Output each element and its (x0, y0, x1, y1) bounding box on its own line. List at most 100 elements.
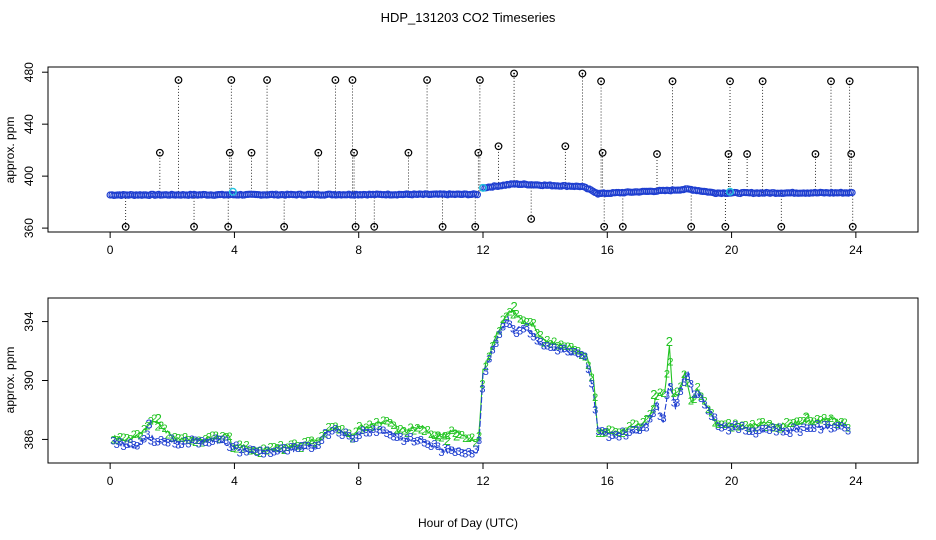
series-2-point: 2 (654, 391, 660, 403)
series-2-point: 2 (674, 386, 680, 398)
series-3-point: 3 (555, 346, 561, 358)
series-3-point: 3 (428, 441, 434, 453)
series-3-point: 3 (455, 446, 461, 458)
spike-marker-center (227, 225, 230, 228)
y-tick-label: 400 (22, 166, 36, 186)
spike-marker (811, 150, 820, 158)
series-3-point: 3 (394, 432, 400, 444)
point-annotation: 2 (434, 428, 441, 443)
series-3-point: 3 (541, 341, 547, 353)
series-3-point: 3 (514, 328, 520, 340)
series-3-point: 3 (250, 445, 256, 457)
series-2-point: 2 (322, 428, 328, 440)
series-3-point: 3 (811, 423, 817, 435)
series-3-point: 3 (561, 343, 567, 355)
series-2-point: 2 (619, 428, 625, 440)
series-3-point: 3 (760, 424, 766, 436)
series-2-point: 2 (141, 424, 147, 436)
series-3-point: 3 (131, 439, 137, 451)
series-3-point: 3 (223, 435, 229, 447)
series-2-point: 2 (541, 337, 547, 349)
series-3-point: 3 (158, 435, 164, 447)
series-2-point: 2 (493, 334, 499, 346)
series-3-point: 3 (319, 435, 325, 447)
series-2-point: 2 (175, 432, 181, 444)
spike-marker (121, 222, 130, 231)
series-3-point: 3 (206, 437, 212, 449)
series-2-point: 2 (401, 426, 407, 438)
series-3-point: 3 (787, 428, 793, 440)
top-spike-markers (121, 69, 857, 231)
series-2-point: 2 (250, 445, 256, 457)
series-2-point: 2 (155, 422, 161, 434)
series-2-point: 2 (507, 307, 513, 319)
series-3-point: 3 (551, 342, 557, 354)
series-3-point: 3 (151, 437, 157, 449)
series-2-point: 2 (312, 438, 318, 450)
series-3-point: 3 (281, 443, 287, 455)
series-3-point: 3 (469, 448, 475, 460)
series-2-point: 2 (578, 350, 584, 362)
spike-marker-center (441, 225, 444, 228)
series-3-point: 3 (493, 338, 499, 350)
spike-marker-center (228, 151, 231, 154)
series-2-point: 2 (531, 318, 537, 330)
series-2-point: 2 (425, 425, 431, 437)
series-3-point: 3 (326, 430, 332, 442)
series-2-point: 2 (787, 418, 793, 430)
point-annotation: 3 (145, 417, 152, 432)
series-2-point: 2 (643, 414, 649, 426)
series-2-point: 2 (192, 437, 198, 449)
series-3-point: 3 (698, 393, 704, 405)
series-2-point: 2 (794, 416, 800, 428)
series-2-point: 2 (332, 421, 338, 433)
series-2-point: 2 (466, 433, 472, 445)
x-tick-label: 24 (849, 474, 863, 488)
series-2-point: 2 (688, 395, 694, 407)
series-3-point: 3 (199, 436, 205, 448)
series-2-point: 2 (209, 430, 215, 442)
baseline-point (581, 183, 590, 191)
series-2-point: 2 (384, 416, 390, 428)
series-3-point: 3 (746, 426, 752, 438)
series-3-point: 3 (592, 404, 598, 416)
x-tick-label: 8 (355, 243, 362, 257)
point-annotation: 2 (155, 411, 162, 426)
series-2-point: 2 (356, 421, 362, 433)
series-3-point: 3 (459, 448, 465, 460)
series-3-point: 3 (838, 420, 844, 432)
series-3-point: 3 (712, 412, 718, 424)
series-3-point: 3 (288, 441, 294, 453)
spike-marker-center (478, 79, 481, 81)
series-3-point: 3 (110, 436, 116, 448)
y-tick-label: 360 (22, 218, 36, 238)
series-2-point: 2 (572, 344, 578, 356)
series-3-point: 3 (431, 439, 437, 451)
series-2-point: 2 (254, 446, 260, 458)
series-3-point: 3 (390, 432, 396, 444)
point-annotation: 2 (444, 433, 451, 448)
series-2-point: 2 (606, 424, 612, 436)
series-3-point: 3 (794, 423, 800, 435)
series-2-point: 2 (825, 417, 831, 429)
series-3-point: 3 (384, 428, 390, 440)
series-3-point: 3 (818, 424, 824, 436)
series-2-point: 2 (821, 412, 827, 424)
series-3-point: 3 (534, 335, 540, 347)
series-3-point: 3 (684, 371, 690, 383)
spike-marker-center (656, 153, 658, 155)
series-2-point: 2 (647, 408, 653, 420)
series-3-point: 3 (343, 427, 349, 439)
series-3-point: 3 (220, 434, 226, 446)
spike-marker-center (426, 79, 428, 81)
series-2-point: 2 (305, 435, 311, 447)
series-2-point: 2 (421, 426, 427, 438)
spike-marker-center (124, 225, 127, 228)
series-2-line (355, 309, 848, 443)
series-2-point: 2 (722, 419, 728, 431)
series-3-point: 3 (732, 419, 738, 431)
series-3-point: 3 (643, 423, 649, 435)
series-2-point: 2 (602, 428, 608, 440)
series-2-point: 2 (804, 413, 810, 425)
series-2-point: 2 (110, 435, 116, 447)
